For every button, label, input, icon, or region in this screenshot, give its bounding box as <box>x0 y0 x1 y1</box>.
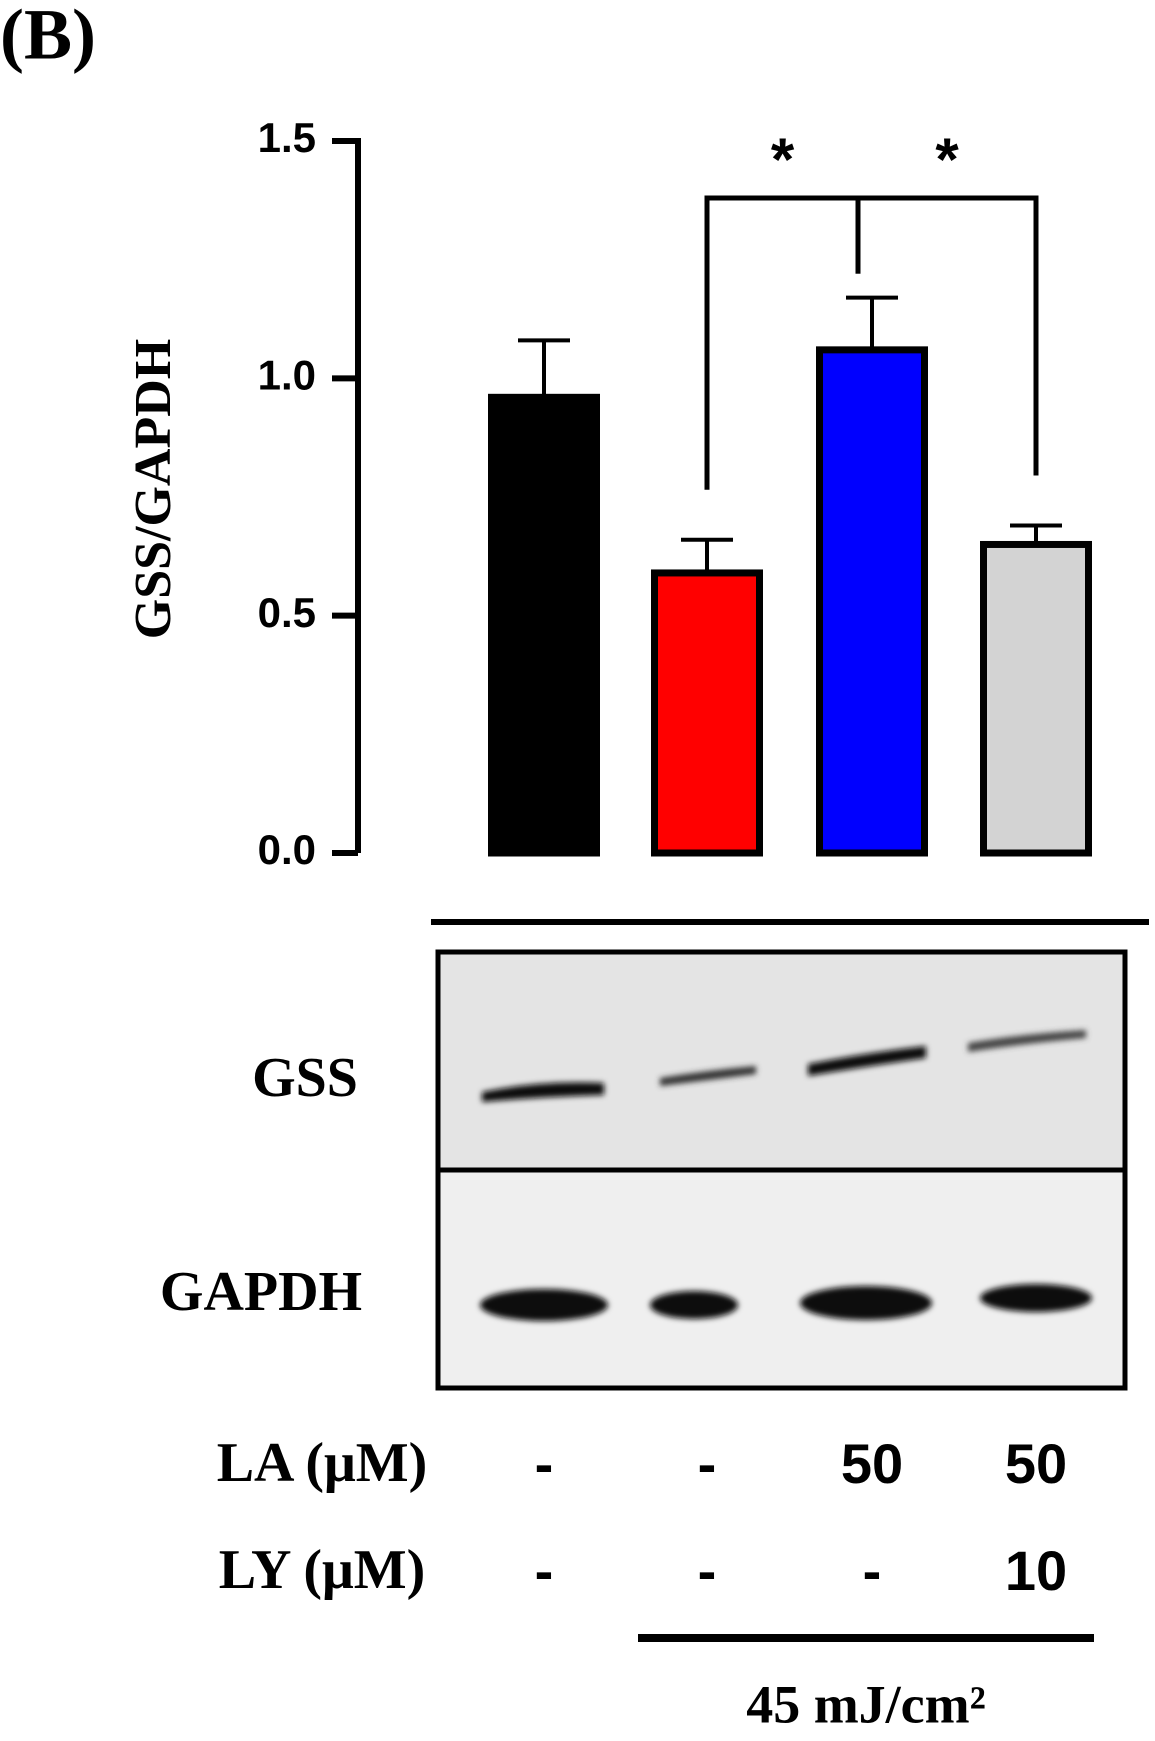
condition-value: - <box>535 1539 554 1602</box>
y-tick-label: 0.0 <box>258 826 316 873</box>
condition-value: 50 <box>841 1432 903 1495</box>
panel-label: (B) <box>0 0 96 75</box>
treatment-label: 45 mJ/cm² <box>746 1674 986 1734</box>
significance-star: * <box>771 126 795 193</box>
blot-gss <box>435 949 1128 1173</box>
condition-value: 10 <box>1005 1539 1067 1602</box>
condition-value: - <box>698 1539 717 1602</box>
bar <box>651 569 763 857</box>
bands <box>480 1030 1092 1321</box>
condition-label: LA (μM) <box>217 1432 428 1494</box>
y-tick-label: 1.0 <box>258 351 316 398</box>
blot-gapdh <box>435 1167 1128 1391</box>
condition-value: - <box>535 1432 554 1495</box>
bar <box>488 393 600 857</box>
blot-label: GAPDH <box>160 1261 362 1323</box>
y-tick-label: 0.5 <box>258 589 316 636</box>
condition-label: LY (μM) <box>219 1539 425 1601</box>
y-tick-label: 1.5 <box>258 114 316 161</box>
y-axis-label: GSS/GAPDH <box>125 339 182 640</box>
condition-value: 50 <box>1005 1432 1067 1495</box>
significance-bracket <box>855 195 1039 476</box>
bar <box>816 346 928 857</box>
significance-star: * <box>935 126 959 193</box>
bar <box>980 540 1092 857</box>
blot-label: GSS <box>252 1047 358 1109</box>
condition-value: - <box>863 1539 882 1602</box>
condition-value: - <box>698 1432 717 1495</box>
